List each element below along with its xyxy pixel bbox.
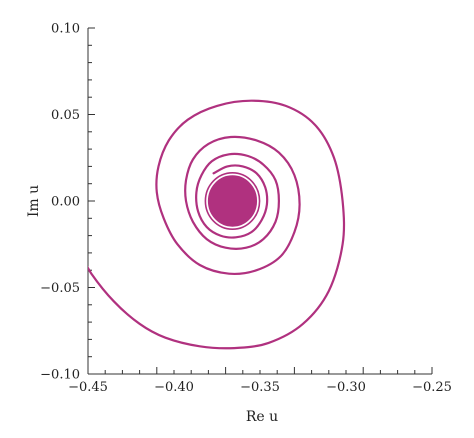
trajectory-curve [88, 99, 346, 350]
axis-ticks [87, 27, 433, 375]
x-tick-label: −0.30 [326, 380, 366, 395]
x-tick-label: −0.35 [240, 380, 280, 395]
y-tick-label: −0.10 [40, 368, 80, 383]
attractor-core [207, 175, 258, 227]
x-tick-label: −0.40 [154, 380, 194, 395]
core-outline [204, 171, 261, 231]
y-tick-label: −0.05 [40, 281, 80, 296]
axis-tick-labels: −0.45 −0.40 −0.35 −0.30 −0.25 0.10 0.05 0.00 −0.… [40, 22, 452, 396]
x-tick-label: −0.45 [68, 380, 108, 395]
x-tick-label: −0.25 [412, 380, 452, 395]
y-axis-label: Im u [26, 185, 42, 217]
y-tick-label: 0.10 [51, 22, 80, 37]
y-tick-label: 0.00 [51, 195, 80, 210]
data-layer [88, 99, 346, 350]
y-tick-label: 0.05 [51, 108, 80, 123]
x-axis-label: Re u [246, 409, 278, 425]
